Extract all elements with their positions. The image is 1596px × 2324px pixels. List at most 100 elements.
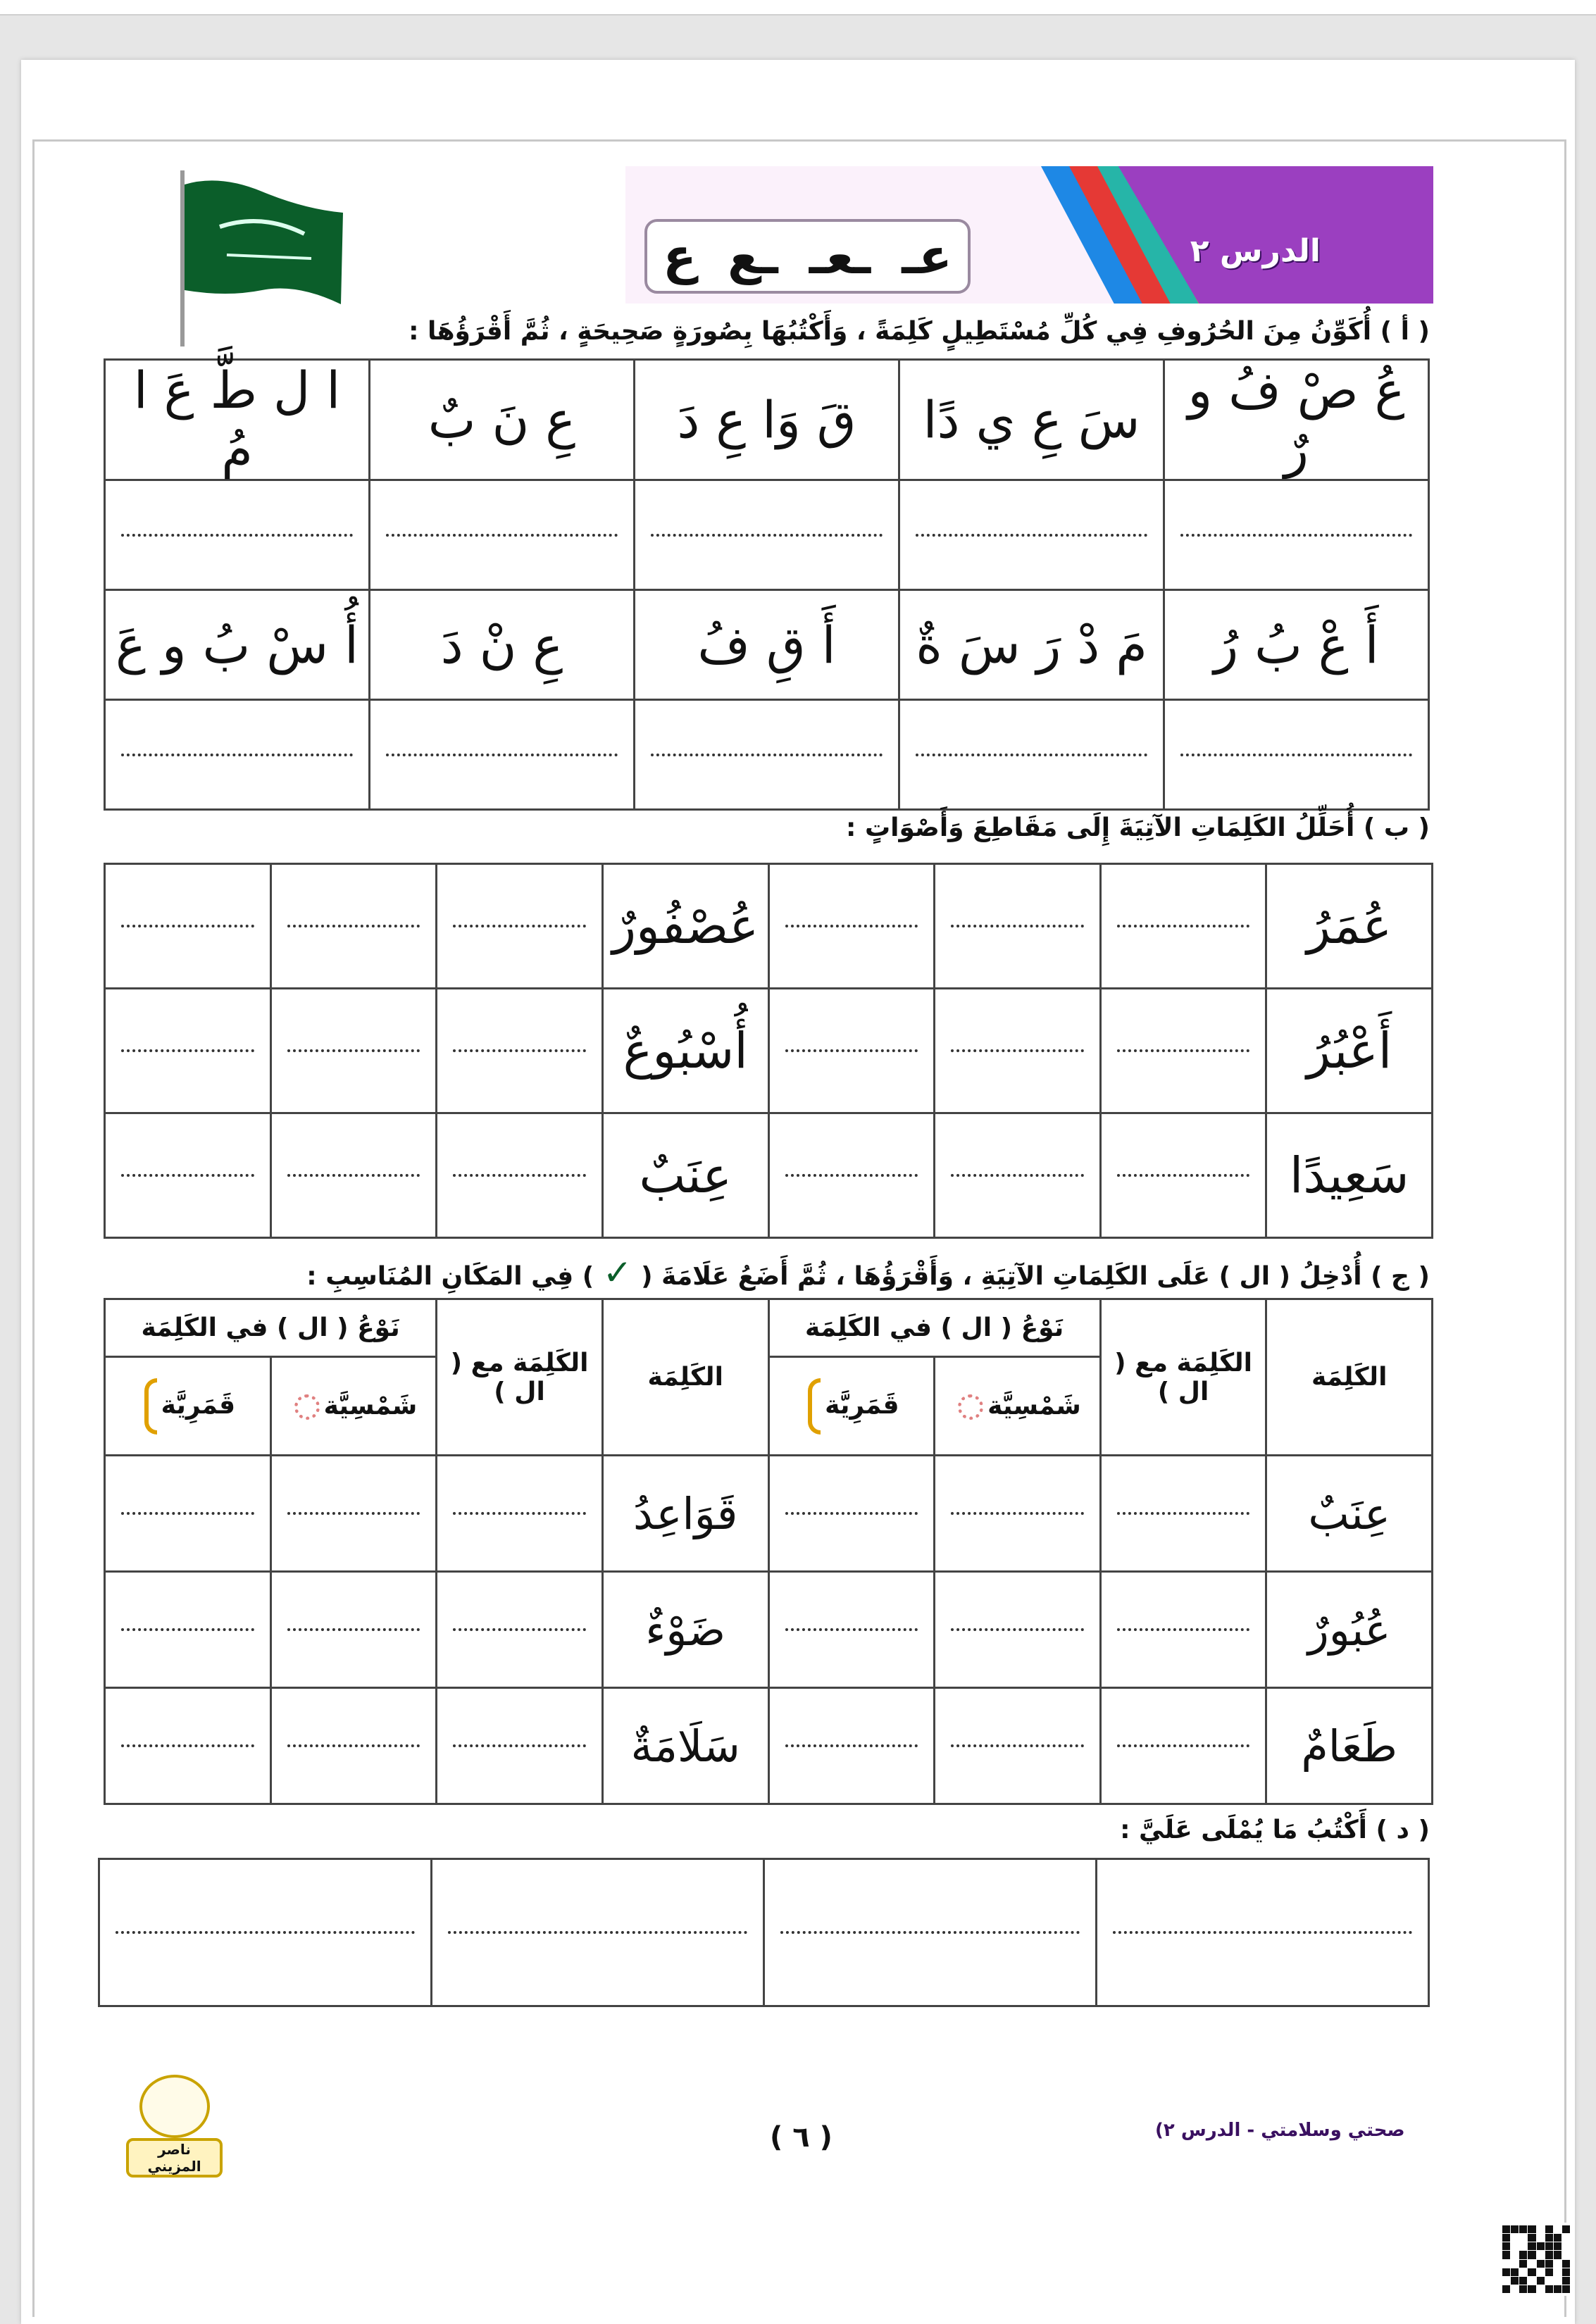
qr-code bbox=[1500, 2223, 1573, 2296]
syllable-cell[interactable] bbox=[933, 863, 1102, 989]
analysis-row: عُمَرُ عُصْفُورٌ bbox=[104, 863, 1433, 989]
syllable-cell[interactable] bbox=[269, 1112, 438, 1239]
qamariya-check-cell[interactable] bbox=[767, 1570, 936, 1689]
shamsiya-check-cell[interactable] bbox=[269, 1570, 438, 1689]
word-cell-text: سَلَامَةٌ bbox=[630, 1720, 740, 1772]
shamsiya-check-cell[interactable] bbox=[933, 1454, 1102, 1573]
word-cell: عِنَبٌ bbox=[601, 1112, 770, 1239]
syllable-cell[interactable] bbox=[104, 1112, 272, 1239]
checkmark-icon: ✓ bbox=[602, 1252, 632, 1293]
syllable-cell[interactable] bbox=[435, 863, 604, 989]
qr-module bbox=[1536, 2234, 1545, 2242]
answer-dotted-line bbox=[951, 1744, 1084, 1747]
shamsiya-check-cell[interactable] bbox=[269, 1454, 438, 1573]
answer-cell[interactable] bbox=[633, 699, 900, 811]
word-with-al-cell[interactable] bbox=[435, 1687, 604, 1805]
qr-module bbox=[1528, 2276, 1536, 2285]
qr-module bbox=[1502, 2251, 1511, 2259]
answer-cell[interactable] bbox=[1163, 479, 1430, 591]
answer-cell[interactable] bbox=[104, 479, 370, 591]
syllable-cell[interactable] bbox=[767, 863, 936, 989]
syllable-cell[interactable] bbox=[104, 863, 272, 989]
answer-dotted-line bbox=[651, 753, 883, 756]
answer-dotted-line bbox=[121, 1174, 254, 1177]
qr-module bbox=[1561, 2285, 1570, 2293]
header-al-type-text: نَوْعُ ( ال ) في الكَلِمَة bbox=[804, 1313, 1064, 1342]
syllable-cell[interactable] bbox=[435, 1112, 604, 1239]
answer-dotted-line bbox=[951, 1049, 1084, 1052]
qr-module bbox=[1545, 2285, 1553, 2293]
word-with-al-cell[interactable] bbox=[1099, 1454, 1268, 1573]
qr-module bbox=[1545, 2225, 1553, 2234]
answer-dotted-line bbox=[121, 533, 353, 537]
qr-module bbox=[1502, 2234, 1511, 2242]
answer-dotted-line bbox=[1116, 1174, 1250, 1177]
top-strip bbox=[0, 0, 1596, 15]
qr-module bbox=[1561, 2276, 1570, 2285]
dictation-cell[interactable] bbox=[430, 1858, 765, 2007]
dictation-cell[interactable] bbox=[1095, 1858, 1430, 2007]
book-title: صحتي وسلامتي - الدرس ٢) bbox=[1155, 2120, 1405, 2141]
qamariya-check-cell[interactable] bbox=[104, 1687, 272, 1805]
qr-module bbox=[1536, 2242, 1545, 2251]
qamariya-check-cell[interactable] bbox=[104, 1570, 272, 1689]
syllable-cell[interactable] bbox=[269, 987, 438, 1114]
header-word-with-al: الكَلِمَة مع ( ال ) bbox=[1099, 1298, 1268, 1456]
word-with-al-cell[interactable] bbox=[435, 1454, 604, 1573]
word-cell: عُبُورٌ bbox=[1265, 1570, 1433, 1689]
syllable-cell[interactable] bbox=[435, 987, 604, 1114]
answer-cell[interactable] bbox=[898, 479, 1165, 591]
qr-module bbox=[1519, 2285, 1528, 2293]
answer-cell[interactable] bbox=[898, 699, 1165, 811]
word-cell: قَوَاعِدُ bbox=[601, 1454, 770, 1573]
answer-cell[interactable] bbox=[368, 699, 635, 811]
answer-dotted-line bbox=[951, 1174, 1084, 1177]
shamsiya-check-cell[interactable] bbox=[269, 1687, 438, 1805]
qamariya-check-cell[interactable] bbox=[767, 1454, 936, 1573]
syllable-cell[interactable] bbox=[104, 987, 272, 1114]
letters-cell-text: مَ دْ رَ سَ ةٌ bbox=[916, 615, 1147, 675]
qamariya-check-cell[interactable] bbox=[767, 1687, 936, 1805]
syllable-cell[interactable] bbox=[933, 987, 1102, 1114]
letters-cell: أَ قِ فُ bbox=[633, 589, 900, 701]
qr-module bbox=[1511, 2242, 1519, 2251]
qamariya-check-cell[interactable] bbox=[104, 1454, 272, 1573]
answer-dotted-line bbox=[453, 1628, 586, 1631]
syllable-cell[interactable] bbox=[933, 1112, 1102, 1239]
syllable-cell[interactable] bbox=[1099, 987, 1268, 1114]
syllable-cell[interactable] bbox=[767, 987, 936, 1114]
qr-module bbox=[1519, 2234, 1528, 2242]
answer-cell[interactable] bbox=[368, 479, 635, 591]
syllable-cell[interactable] bbox=[1099, 1112, 1268, 1239]
answer-cell[interactable] bbox=[1163, 699, 1430, 811]
word-with-al-cell[interactable] bbox=[435, 1570, 604, 1689]
shamsiya-check-cell[interactable] bbox=[933, 1687, 1102, 1805]
answer-cell[interactable] bbox=[104, 699, 370, 811]
word-with-al-cell[interactable] bbox=[1099, 1570, 1268, 1689]
dictation-cell[interactable] bbox=[98, 1858, 432, 2007]
letters-cell: قَ وَا عِ دَ bbox=[633, 358, 900, 481]
answer-dotted-line bbox=[951, 1512, 1084, 1515]
qr-module bbox=[1536, 2276, 1545, 2285]
letters-cell-text: عُ صْ فُ و رٌ bbox=[1187, 361, 1405, 479]
answer-dotted-line bbox=[121, 1049, 254, 1052]
word-cell-text: ضَوْءٌ bbox=[645, 1604, 726, 1656]
syllable-cell[interactable] bbox=[1099, 863, 1268, 989]
qr-module bbox=[1511, 2234, 1519, 2242]
qr-module bbox=[1561, 2242, 1570, 2251]
word-with-al-cell[interactable] bbox=[1099, 1687, 1268, 1805]
answer-dotted-line bbox=[386, 753, 618, 756]
shamsiya-check-cell[interactable] bbox=[933, 1570, 1102, 1689]
word-cell: ضَوْءٌ bbox=[601, 1570, 770, 1689]
qr-module bbox=[1528, 2225, 1536, 2234]
letters-row: عُ صْ فُ و رٌ سَ عِ ي دًا قَ وَا عِ دَ عِ ن… bbox=[104, 358, 1430, 481]
answer-cell[interactable] bbox=[633, 479, 900, 591]
syllable-cell[interactable] bbox=[767, 1112, 936, 1239]
syllable-cell[interactable] bbox=[269, 863, 438, 989]
qr-module bbox=[1519, 2251, 1528, 2259]
letters-cell-text: عِ نَ بٌ bbox=[428, 390, 576, 449]
qr-module bbox=[1511, 2268, 1519, 2276]
dictation-cell[interactable] bbox=[763, 1858, 1097, 2007]
header-shamsiya-text: شَمْسِيَّة bbox=[323, 1392, 418, 1420]
letters-cell: أُ سْ بُ و عَ bbox=[104, 589, 370, 701]
